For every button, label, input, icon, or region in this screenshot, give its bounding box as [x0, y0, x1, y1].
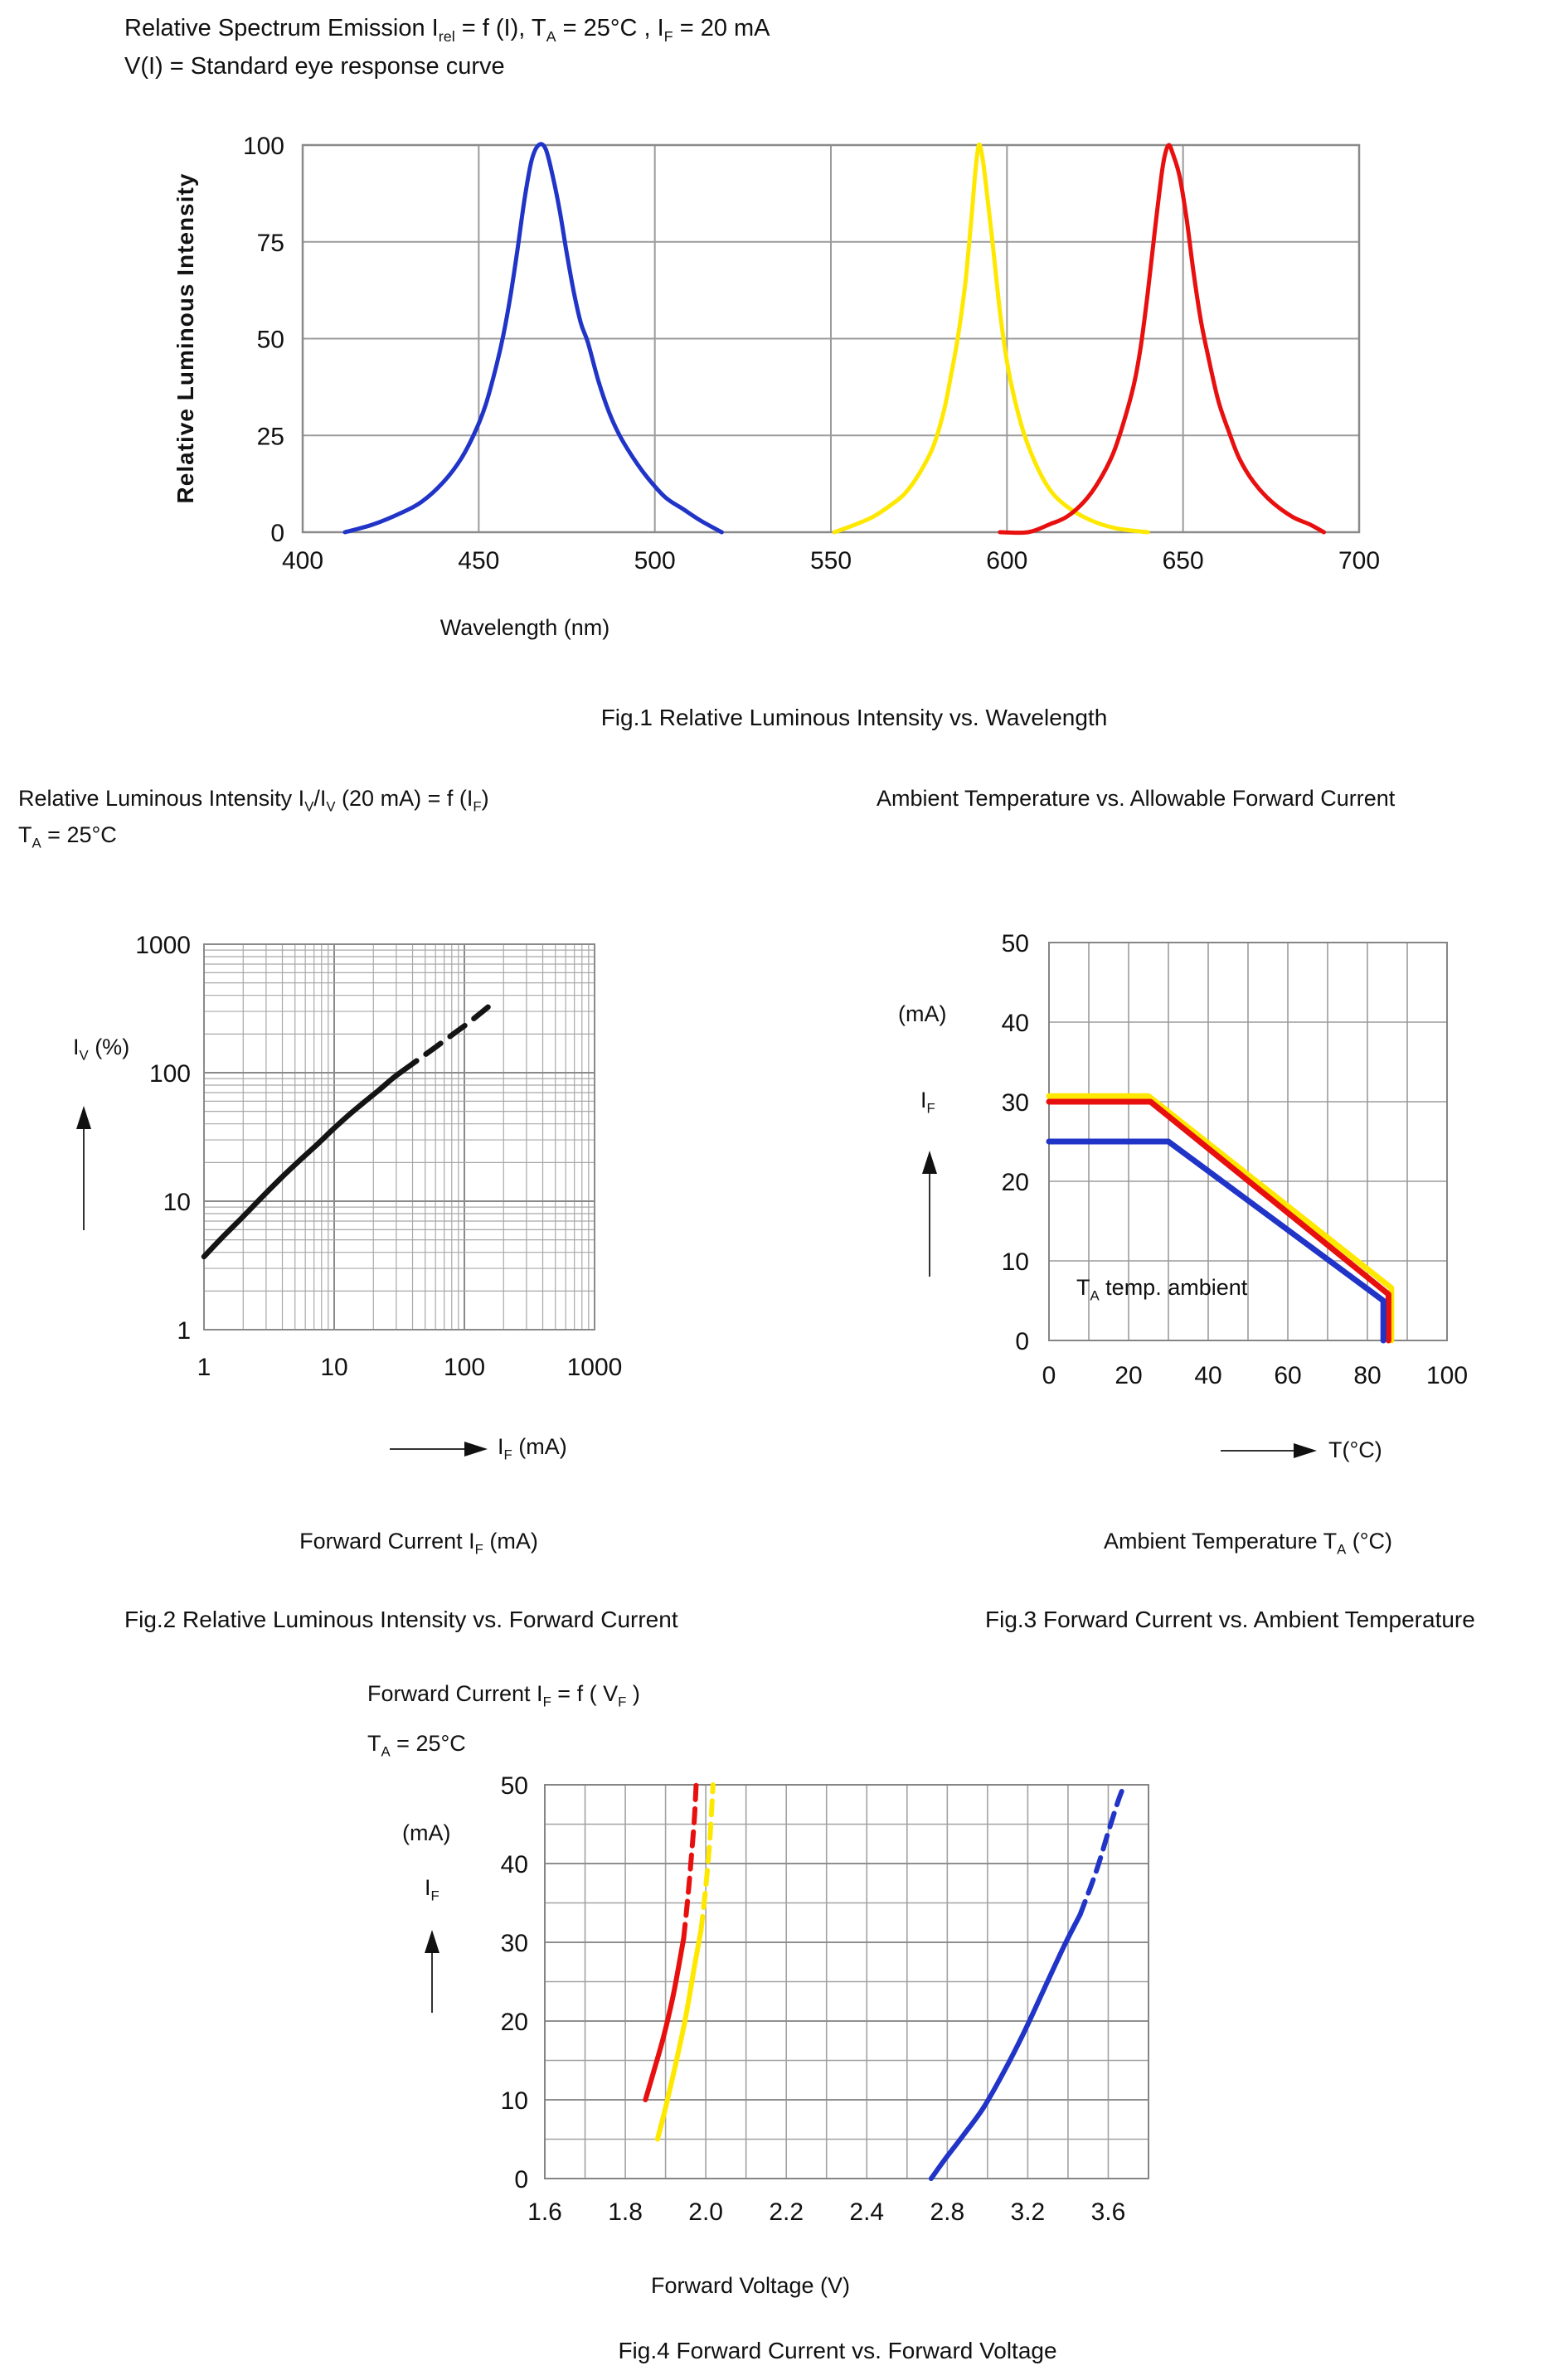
- series-iv-vs-if-extrapolated: [399, 1002, 493, 1074]
- x-tick-label: 3.6: [1091, 2198, 1126, 2226]
- x-tick-label: 700: [1338, 547, 1380, 574]
- y-tick-label: 1: [177, 1317, 191, 1345]
- y-tick-label: 75: [257, 230, 284, 257]
- fig3-title: Ambient Temperature vs. Allowable Forwar…: [877, 786, 1396, 811]
- x-tick-label: 2.0: [688, 2198, 723, 2226]
- x-tick-label: 0: [1042, 1362, 1056, 1389]
- fig3-x-axis-title: Ambient Temperature TA (°C): [1103, 1529, 1393, 1558]
- x-tick-label: 1.8: [608, 2198, 643, 2226]
- x-tick-label: 1000: [567, 1354, 623, 1381]
- y-tick-label: 50: [501, 1772, 528, 1800]
- y-tick-label: 0: [1015, 1328, 1029, 1355]
- fig4-title-line2: TA = 25°C: [367, 1731, 466, 1760]
- series-blue-derating: [1046, 1138, 1386, 1344]
- y-tick-label: 30: [1002, 1089, 1029, 1117]
- x-tick-label: 1.6: [527, 2198, 562, 2226]
- fig1-title-line1: Relative Spectrum Emission Irel = f (I),…: [124, 15, 770, 45]
- fig4-y-unit-label: (mA): [402, 1820, 451, 1845]
- fig2-x-axis-title: Forward Current IF (mA): [299, 1529, 538, 1558]
- y-tick-label: 0: [270, 520, 284, 547]
- series-red-led-peak-645nm: [998, 143, 1327, 536]
- x-tick-label: 550: [810, 547, 852, 574]
- x-tick-label: 600: [986, 547, 1027, 574]
- fig4-x-axis-title: Forward Voltage (V): [650, 2273, 851, 2298]
- fig4-y-axis-label: IF: [425, 1875, 439, 1904]
- y-tick-label: 50: [257, 327, 284, 354]
- y-tick-label: 1000: [135, 932, 191, 959]
- y-tick-label: 20: [1002, 1169, 1029, 1196]
- x-tick-label: 2.2: [769, 2198, 804, 2226]
- x-tick-label: 60: [1274, 1362, 1301, 1389]
- y-tick-label: 50: [1002, 930, 1029, 957]
- series-red-derating: [1046, 1098, 1391, 1344]
- fig2-title-line2: TA = 25°C: [18, 822, 117, 851]
- x-tick-label: 10: [320, 1354, 347, 1381]
- y-tick-label: 0: [514, 2166, 528, 2193]
- y-tick-label: 25: [257, 423, 284, 450]
- x-tick-label: 40: [1194, 1362, 1221, 1389]
- plot-border: [301, 143, 1361, 534]
- fig3-x-arrow-label: T(°C): [1328, 1437, 1382, 1462]
- fig3-y-unit-label: (mA): [898, 1001, 947, 1026]
- fig3-annotation: TA temp. ambient: [1076, 1275, 1248, 1304]
- y-tick-label: 100: [243, 133, 284, 160]
- fig2-x-arrow-label: IF (mA): [498, 1434, 567, 1463]
- x-tick-label: 1: [197, 1354, 211, 1381]
- series-yellow-derating: [1046, 1093, 1395, 1344]
- fig1-spectrum-chart: 400 450 500 550 600 650 700 0 25 50 75 100: [243, 133, 1380, 574]
- fig4-title-line1: Forward Current IF = f ( VF ): [367, 1681, 640, 1710]
- x-tick-label: 650: [1163, 547, 1204, 574]
- x-tick-label: 2.8: [930, 2198, 964, 2226]
- y-tick-label: 10: [1002, 1248, 1029, 1276]
- x-tick-label: 2.4: [849, 2198, 884, 2226]
- x-tick-label: 100: [444, 1354, 485, 1381]
- fig1-x-axis-title: Wavelength (nm): [439, 615, 610, 640]
- series-red-vf-dashed: [681, 1782, 699, 1941]
- y-tick-label: 10: [501, 2087, 528, 2115]
- y-tick-label: 30: [501, 1930, 528, 1957]
- plot-border: [544, 1784, 1149, 2179]
- series-yellow-led-peak-591nm: [832, 142, 1150, 535]
- y-tick-label: 100: [149, 1060, 191, 1088]
- y-tick-label: 40: [501, 1851, 528, 1878]
- fig2-caption: Fig.2 Relative Luminous Intensity vs. Fo…: [124, 1607, 678, 1632]
- series-blue-led-peak-466nm: [342, 142, 724, 535]
- fig2-title-line1: Relative Luminous Intensity IV/IV (20 mA…: [18, 786, 489, 815]
- fig4-vf-if-chart: 1.6 1.8 2.0 2.2 2.4 2.8 3.2 3.6 0 10 20 30 40 50: [501, 1772, 1149, 2226]
- x-tick-label: 100: [1426, 1362, 1468, 1389]
- fig3-caption: Fig.3 Forward Current vs. Ambient Temper…: [985, 1607, 1475, 1632]
- series-blue-vf-dashed: [1077, 1782, 1127, 1917]
- y-tick-label: 20: [501, 2009, 528, 2036]
- y-tick-label: 10: [163, 1189, 191, 1216]
- series-yellow-vf-solid: [654, 1927, 704, 2142]
- series-yellow-vf-dashed: [698, 1782, 716, 1933]
- y-tick-label: 40: [1002, 1010, 1029, 1037]
- plot-border: [203, 943, 595, 1331]
- fig3-y-axis-label: IF: [920, 1088, 935, 1117]
- x-tick-label: 80: [1353, 1362, 1381, 1389]
- fig1-title-line2: V(I) = Standard eye response curve: [124, 53, 505, 80]
- x-tick-label: 400: [282, 547, 323, 574]
- x-tick-label: 20: [1115, 1362, 1142, 1389]
- x-tick-label: 450: [458, 547, 499, 574]
- fig2-y-axis-label: IV (%): [73, 1035, 130, 1064]
- x-tick-label: 3.2: [1011, 2198, 1046, 2226]
- fig4-caption: Fig.4 Forward Current vs. Forward Voltag…: [618, 2338, 1057, 2363]
- fig1-y-axis-title: Relative Luminous Intensity: [172, 172, 198, 504]
- series-iv-vs-if-solid: [201, 1069, 405, 1260]
- series-blue-vf-solid: [928, 1912, 1083, 2181]
- series-red-vf-solid: [643, 1936, 687, 2102]
- fig2-luminous-intensity-chart: 1 10 100 1000 1 10 100 1000: [135, 932, 622, 1381]
- x-tick-label: 500: [634, 547, 676, 574]
- fig1-caption: Fig.1 Relative Luminous Intensity vs. Wa…: [600, 705, 1108, 730]
- fig3-derating-chart: 0 20 40 60 80 100 0 10 20 30 40 50: [1002, 930, 1468, 1389]
